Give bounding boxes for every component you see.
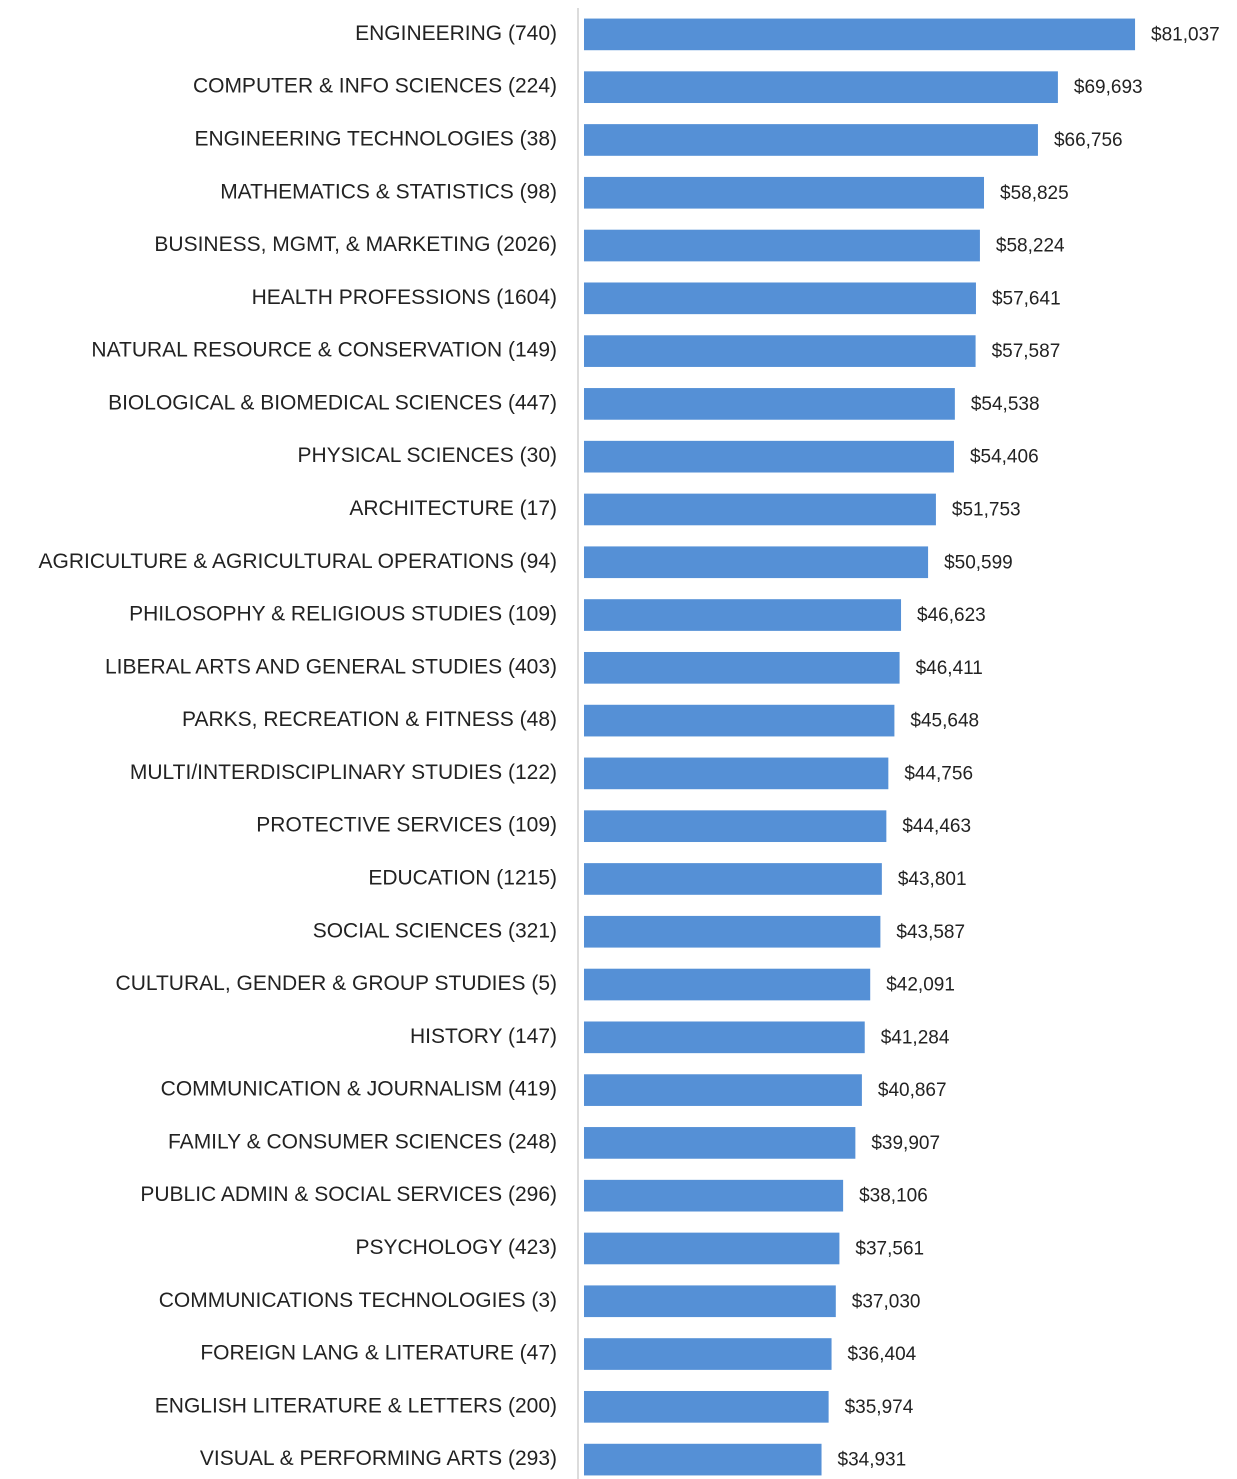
- category-label: COMMUNICATION & JOURNALISM (419): [161, 1078, 557, 1101]
- bar: [584, 229, 980, 262]
- bar: [584, 651, 900, 684]
- bar: [584, 176, 985, 209]
- data-label: $58,224: [996, 236, 1065, 257]
- bar: [584, 968, 871, 1001]
- bar: [584, 335, 976, 367]
- category-label: FAMILY & CONSUMER SCIENCES (248): [168, 1130, 557, 1153]
- category-label: FOREIGN LANG & LITERATURE (47): [200, 1342, 557, 1365]
- category-label: BIOLOGICAL & BIOMEDICAL SCIENCES (447): [108, 391, 557, 414]
- bar: [584, 18, 1136, 51]
- bar: [584, 1443, 822, 1476]
- category-label: BUSINESS, MGMT, & MARKETING (2026): [154, 233, 557, 256]
- data-label: $43,801: [898, 869, 967, 890]
- data-label: $34,931: [838, 1450, 907, 1471]
- data-label: $50,599: [944, 552, 1013, 573]
- bar: [584, 440, 954, 473]
- data-label: $36,404: [848, 1344, 917, 1365]
- category-label: HISTORY (147): [410, 1025, 557, 1048]
- data-label: $58,825: [1000, 183, 1069, 204]
- data-label: $41,284: [881, 1027, 950, 1048]
- bar: [584, 124, 1038, 156]
- bar: [584, 546, 929, 579]
- category-label: ENGLISH LITERATURE & LETTERS (200): [155, 1394, 557, 1417]
- bar: [584, 810, 887, 843]
- data-label: $39,907: [871, 1133, 940, 1154]
- category-label: SOCIAL SCIENCES (321): [313, 919, 557, 942]
- category-label: PHILOSOPHY & RELIGIOUS STUDIES (109): [129, 603, 557, 626]
- category-label: EDUCATION (1215): [368, 867, 557, 890]
- bar: [584, 1232, 840, 1265]
- data-label: $57,641: [992, 288, 1061, 309]
- data-label: $51,753: [952, 499, 1021, 520]
- bar: [584, 1390, 829, 1423]
- bar: [584, 704, 895, 737]
- category-label: CULTURAL, GENDER & GROUP STUDIES (5): [116, 972, 557, 995]
- bar: [584, 493, 936, 526]
- data-label: $54,406: [970, 447, 1039, 468]
- category-label: MULTI/INTERDISCIPLINARY STUDIES (122): [130, 761, 557, 784]
- data-label: $42,091: [886, 975, 955, 996]
- bar: [584, 757, 889, 790]
- category-label: MATHEMATICS & STATISTICS (98): [220, 180, 557, 203]
- category-label: PHYSICAL SCIENCES (30): [298, 444, 557, 467]
- bar: [584, 1074, 862, 1106]
- data-label: $81,037: [1151, 24, 1220, 45]
- bar: [584, 1338, 832, 1370]
- category-label: ENGINEERING (740): [355, 22, 557, 45]
- bar: [584, 599, 902, 631]
- data-label: $44,756: [904, 763, 973, 784]
- category-label: PARKS, RECREATION & FITNESS (48): [182, 708, 557, 731]
- category-label: PSYCHOLOGY (423): [355, 1236, 557, 1259]
- data-label: $40,867: [878, 1080, 947, 1101]
- bar: [584, 1179, 844, 1212]
- category-label: LIBERAL ARTS AND GENERAL STUDIES (403): [105, 655, 557, 678]
- bar: [584, 282, 976, 315]
- data-label: $35,974: [845, 1397, 914, 1418]
- bar: [584, 388, 955, 420]
- bar: [584, 1021, 865, 1054]
- data-label: $43,587: [896, 922, 965, 943]
- bar: [584, 1127, 856, 1159]
- data-label: $37,030: [852, 1291, 921, 1312]
- category-label: ENGINEERING TECHNOLOGIES (38): [194, 128, 557, 151]
- bar: [584, 1285, 836, 1318]
- category-label: PUBLIC ADMIN & SOCIAL SERVICES (296): [140, 1183, 557, 1206]
- category-label: ARCHITECTURE (17): [349, 497, 557, 520]
- data-label: $57,587: [992, 341, 1061, 362]
- category-label: AGRICULTURE & AGRICULTURAL OPERATIONS (9…: [39, 550, 557, 573]
- data-label: $37,561: [855, 1238, 924, 1259]
- data-label: $45,648: [910, 711, 979, 732]
- category-label: COMMUNICATIONS TECHNOLOGIES (3): [159, 1289, 557, 1312]
- data-label: $66,756: [1054, 130, 1123, 151]
- bar: [584, 863, 882, 895]
- bar: [584, 915, 881, 948]
- data-label: $54,538: [971, 394, 1040, 415]
- category-label: VISUAL & PERFORMING ARTS (293): [200, 1447, 557, 1470]
- data-label: $46,411: [916, 658, 983, 679]
- category-label: NATURAL RESOURCE & CONSERVATION (149): [91, 339, 557, 362]
- bar: [584, 71, 1058, 104]
- category-label: COMPUTER & INFO SCIENCES (224): [193, 75, 557, 98]
- data-label: $46,623: [917, 605, 986, 626]
- data-label: $44,463: [902, 816, 971, 837]
- category-label: HEALTH PROFESSIONS (1604): [252, 286, 557, 309]
- data-label: $69,693: [1074, 77, 1143, 98]
- category-label: PROTECTIVE SERVICES (109): [256, 814, 557, 837]
- data-label: $38,106: [859, 1186, 928, 1207]
